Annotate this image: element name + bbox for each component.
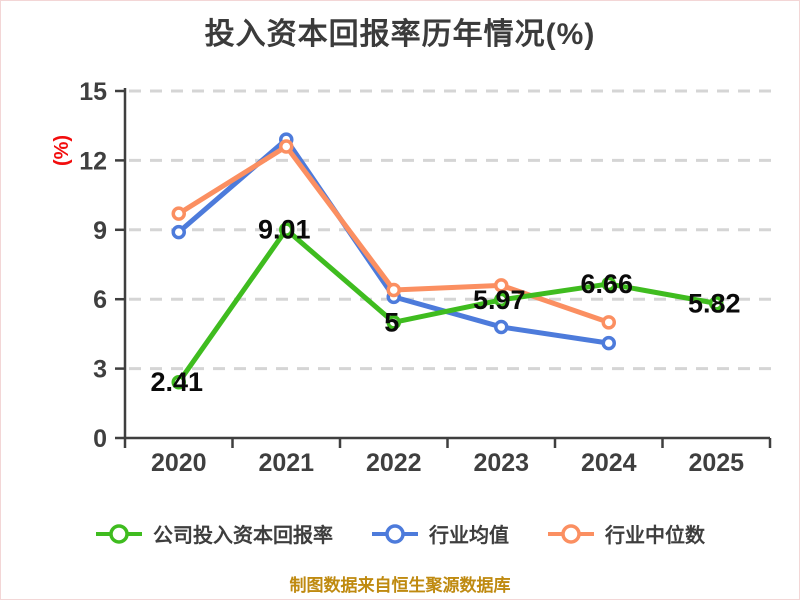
x-tick-label: 2021: [258, 449, 314, 477]
series-point-marker: [494, 292, 509, 308]
legend-item-industry-mean: 行业均值: [371, 519, 509, 548]
y-tick-label: 15: [79, 78, 107, 106]
line-chart-plot-area: 0 3 6 9 12 15 2020 2021 2022 2023 2024 2025 2.41 9.01…: [79, 78, 772, 477]
series-point-marker: [601, 276, 616, 292]
data-point-label: 5: [384, 307, 399, 337]
legend-line-marker-icon: [96, 523, 142, 544]
x-tick-label: 2025: [688, 449, 744, 477]
series-point-marker: [171, 206, 186, 221]
legend-label-industry-mean: 行业均值: [429, 525, 509, 547]
series-point-marker: [171, 224, 186, 240]
legend: 公司投入资本回报率 行业均值 行业中位数: [1, 519, 799, 548]
data-point-label: 9.01: [258, 215, 311, 245]
legend-item-industry-median: 行业中位数: [547, 519, 705, 548]
series-point-marker: [494, 278, 509, 293]
series-point-marker: [279, 222, 294, 237]
y-tick-label: 12: [79, 147, 107, 175]
legend-item-company-roic: 公司投入资本回报率: [95, 519, 333, 548]
x-tick-label: 2020: [151, 449, 207, 477]
y-tick-label: 6: [93, 286, 107, 314]
series-point-marker: [601, 335, 616, 351]
x-tick-label: 2024: [581, 449, 637, 477]
series-point-marker: [279, 139, 294, 154]
y-tick-label: 0: [93, 425, 107, 453]
legend-line-marker-icon: [548, 523, 594, 544]
series-line-0: [176, 227, 719, 385]
data-source-note: 制图数据来自恒生聚源数据库: [289, 576, 511, 595]
legend-label-industry-median: 行业中位数: [605, 525, 705, 547]
series-point-marker: [494, 319, 509, 335]
data-point-label: 6.66: [580, 269, 633, 299]
x-tick-label: 2023: [473, 449, 529, 477]
series-point-marker: [709, 296, 724, 311]
data-point-label: 2.41: [150, 367, 203, 397]
chart-title: 投入资本回报率历年情况(%): [204, 18, 596, 51]
data-point-label: 5.82: [688, 288, 741, 318]
legend-label-company-roic: 公司投入资本回报率: [153, 525, 333, 547]
data-point-label: 5.97: [473, 285, 526, 315]
y-tick-label: 9: [93, 217, 107, 245]
series-point-marker: [171, 374, 186, 390]
series-point-marker: [386, 282, 401, 298]
series-point-marker: [601, 315, 616, 330]
y-tick-label: 3: [93, 356, 107, 384]
legend-line-marker-icon: [372, 523, 418, 544]
x-tick-label: 2022: [366, 449, 422, 477]
series-point-marker: [386, 315, 401, 330]
